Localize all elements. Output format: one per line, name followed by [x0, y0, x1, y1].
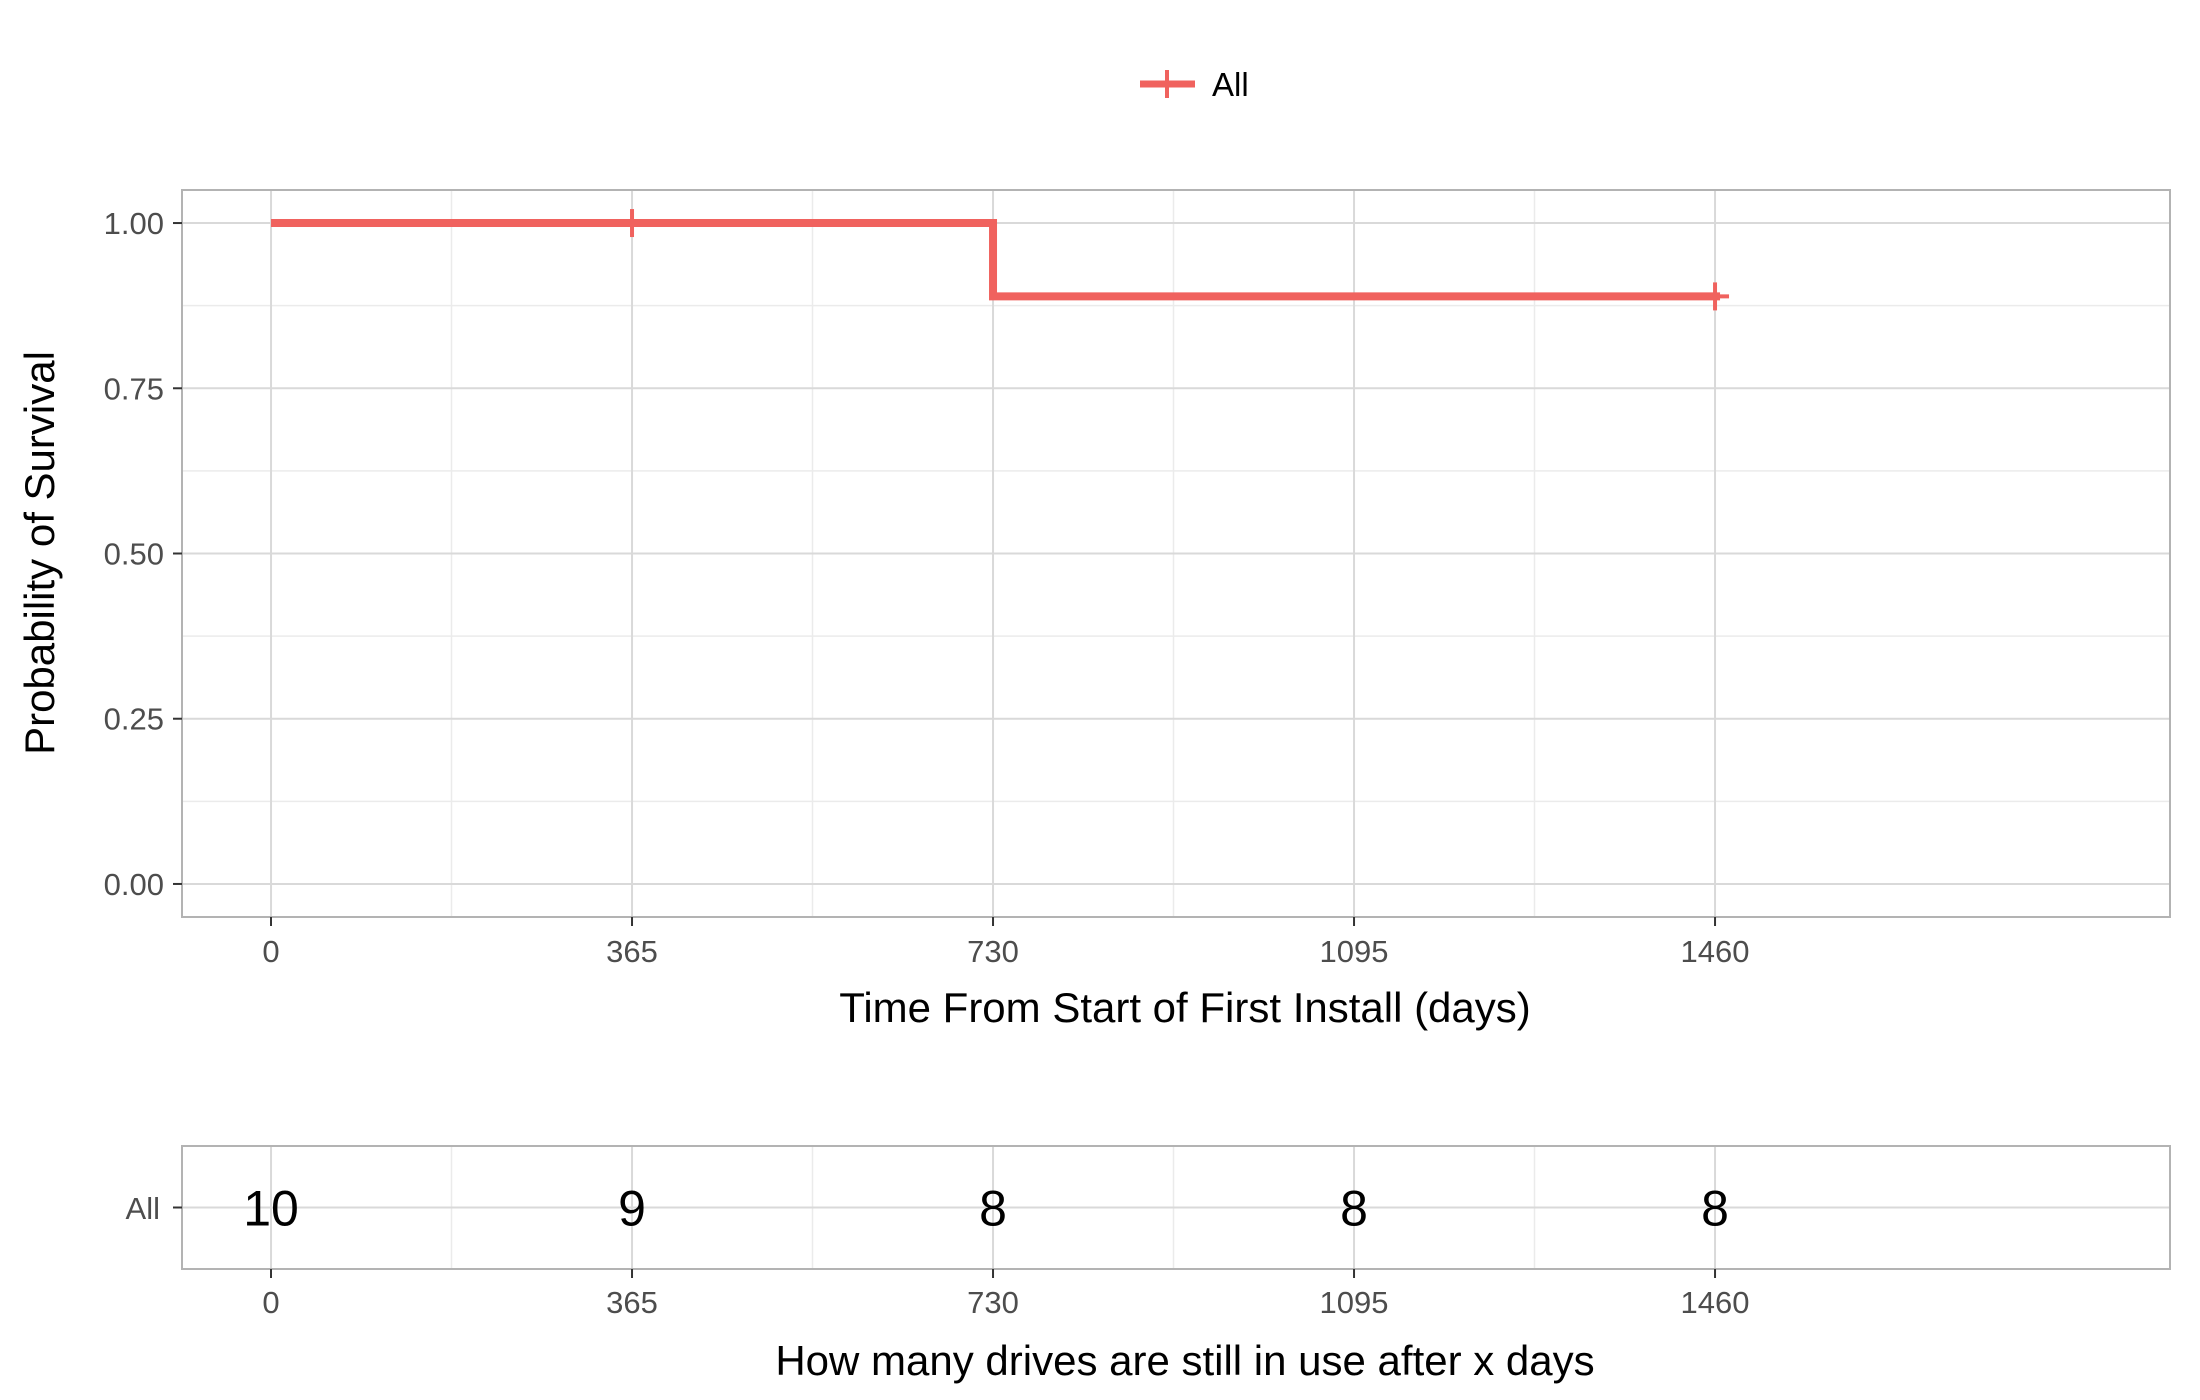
risk-count-value: 8: [1340, 1181, 1368, 1237]
x-tick-label: 1095: [1320, 934, 1389, 969]
survival-curve-layer: [271, 209, 1730, 311]
risk-count-value: 9: [618, 1181, 646, 1237]
risk-count-value: 8: [979, 1181, 1007, 1237]
x-tick-label: 1460: [1681, 934, 1750, 969]
y-tick-label: 1.00: [104, 206, 164, 241]
risk-count-value: 8: [1701, 1181, 1729, 1237]
risk-x-tick-label: 1095: [1320, 1285, 1389, 1320]
survival-plot-grid: [182, 190, 2170, 917]
y-tick-label: 0.00: [104, 867, 164, 902]
survival-y-axis-title: Probability of Survival: [16, 351, 63, 755]
legend-label-all: All: [1212, 66, 1249, 103]
risk-x-tick-label: 1460: [1681, 1285, 1750, 1320]
survival-plot-panel: 0 365 730 1095 1460 0.00 0.25 0.50 0.75 1.00: [104, 189, 2171, 969]
y-tick-label: 0.75: [104, 371, 164, 406]
risk-table-x-axis-title: How many drives are still in use after x…: [775, 1337, 1594, 1384]
y-tick-label: 0.50: [104, 537, 164, 572]
risk-x-tick-label: 365: [606, 1285, 658, 1320]
risk-table-axis-ticks: 0 365 730 1095 1460: [173, 1206, 1750, 1320]
survival-curve-all: [271, 219, 1721, 301]
risk-x-tick-label: 0: [262, 1285, 279, 1320]
x-tick-label: 365: [606, 934, 658, 969]
x-tick-label: 0: [262, 934, 279, 969]
risk-x-tick-label: 730: [967, 1285, 1019, 1320]
risk-count-value: 10: [243, 1181, 299, 1237]
x-tick-label: 730: [967, 934, 1019, 969]
survival-axis-ticks: 0 365 730 1095 1460 0.00 0.25 0.50 0.75 1.00: [104, 206, 1750, 969]
risk-table-panel: 10 9 8 8 8 0 365 730 1095 1460 All: [126, 1145, 2171, 1320]
risk-table-row-label-all: All: [126, 1191, 160, 1226]
y-tick-label: 0.25: [104, 702, 164, 737]
survival-x-axis-title: Time From Start of First Install (days): [839, 984, 1531, 1031]
legend: All: [1140, 66, 1249, 103]
risk-table-values: 10 9 8 8 8: [243, 1181, 1729, 1237]
risk-table-grid: [182, 1146, 2170, 1269]
